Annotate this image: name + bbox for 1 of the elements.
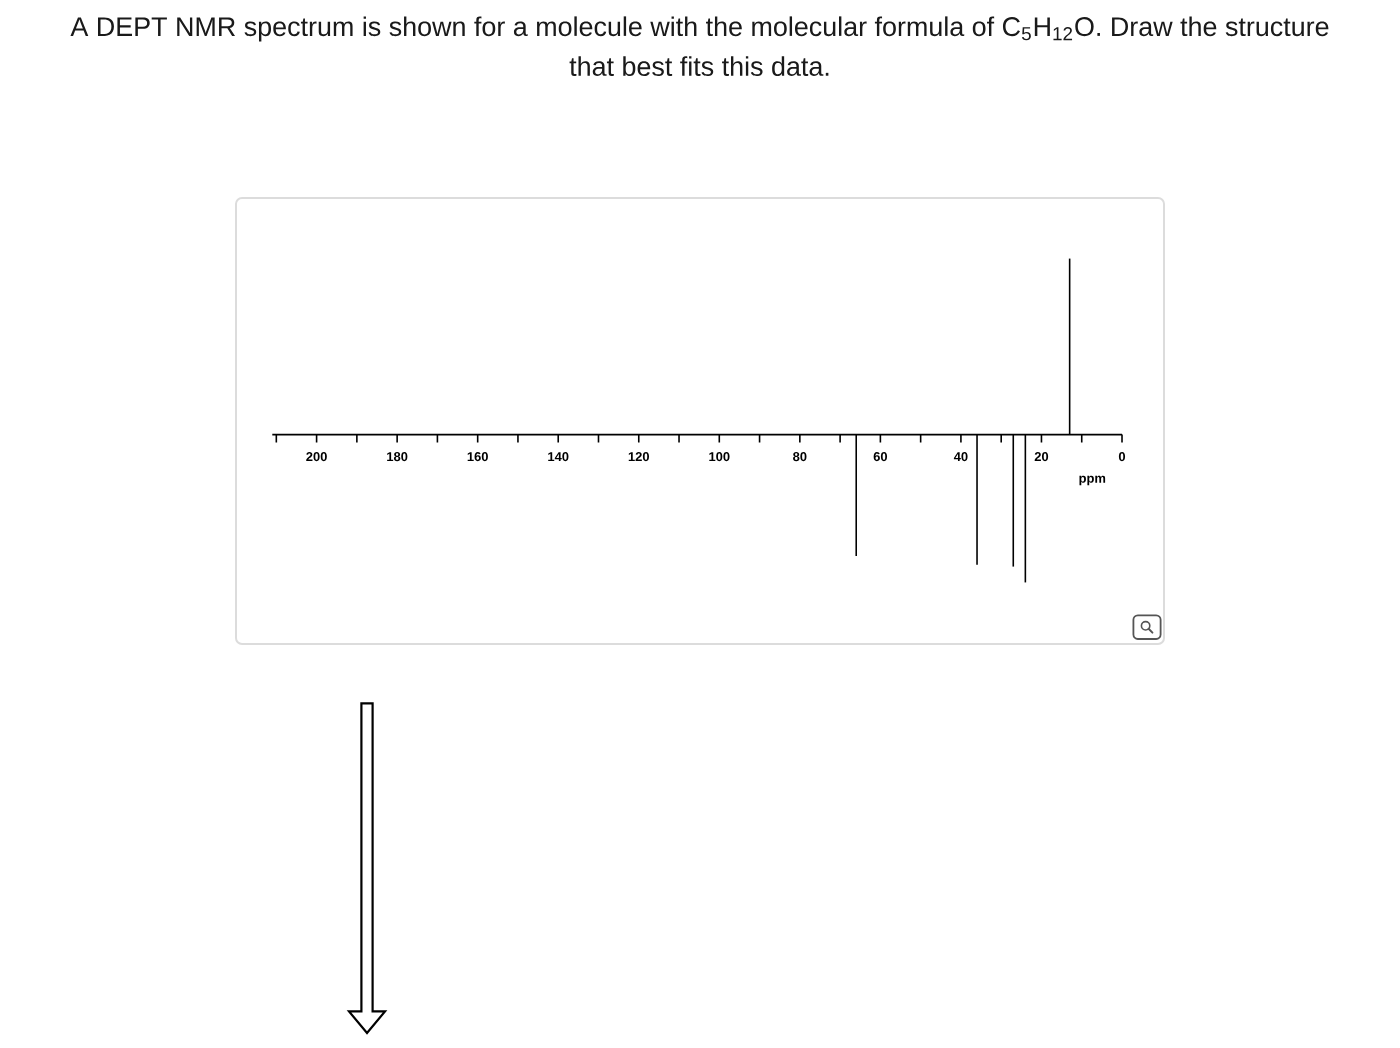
chart-title: A DEPT NMR spectrum is shown for a molecule with the molecular formula of C$_{5}$H$_{12}$O. Draw the structure that best fits this data. xyxy=(70,16,1329,76)
